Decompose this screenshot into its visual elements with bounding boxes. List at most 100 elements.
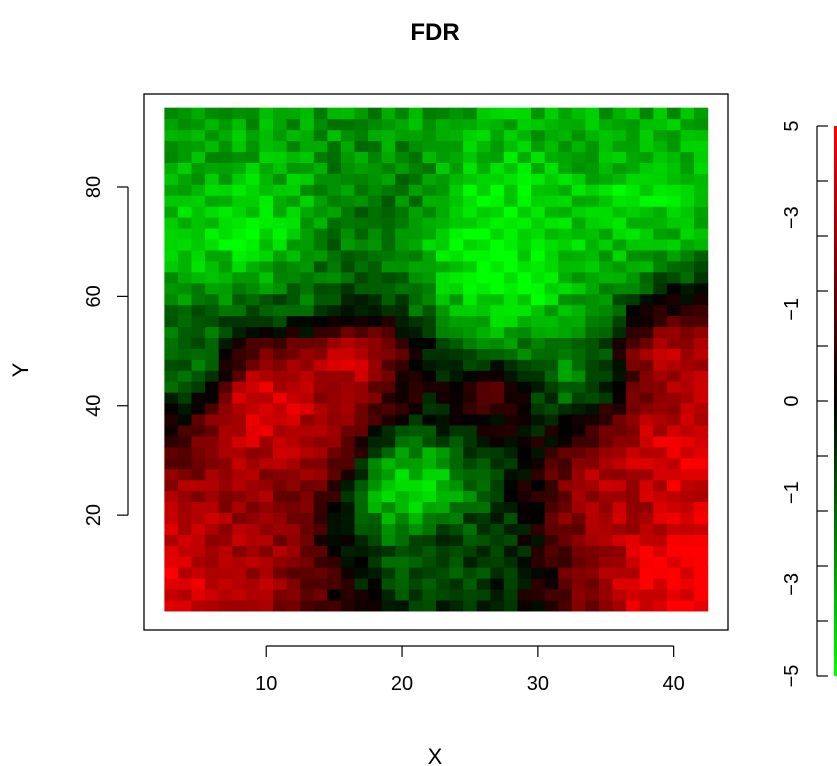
heatmap-cell [463,457,478,470]
heatmap-cell [286,567,301,579]
heatmap-cell [205,228,220,240]
heatmap-cell [517,293,532,306]
heatmap-cell [354,567,369,579]
heatmap-cell [245,490,261,503]
heatmap-cell [626,588,641,601]
heatmap-cell [449,249,464,262]
heatmap-cell [544,217,559,229]
heatmap-cell [585,228,600,240]
heatmap-cell [436,206,451,218]
heatmap-cell [612,217,627,229]
heatmap-cell [408,457,424,470]
heatmap-cell [395,118,410,131]
heatmap-cell [273,392,288,404]
heatmap-cell [503,424,519,437]
heatmap-cell [490,578,505,590]
heatmap-cell [490,413,505,426]
heatmap-cell [259,523,274,535]
heatmap-cell [286,315,301,328]
heatmap-cell [490,588,505,601]
heatmap-cell [327,446,342,459]
heatmap-cell [205,293,220,306]
heatmap-cell [517,260,532,273]
heatmap-cell [544,424,559,437]
heatmap-cell [598,140,614,153]
heatmap-cell [395,392,410,404]
heatmap-cell [368,534,383,546]
heatmap-cell [191,337,206,349]
heatmap-cell [177,162,193,174]
heatmap-cell [558,545,573,557]
heatmap-cell [639,523,654,535]
heatmap-cell [694,534,709,546]
heatmap-cell [639,293,654,306]
heatmap-cell [300,140,315,153]
heatmap-cell [490,468,505,481]
heatmap-cell [694,162,709,174]
heatmap-cell [354,588,369,601]
heatmap-cell [531,151,546,163]
heatmap-cell [164,413,179,426]
heatmap-cell [191,534,206,546]
heatmap-cell [463,479,478,492]
heatmap-cell [340,238,356,251]
heatmap-cell [395,315,410,328]
heatmap-cell [598,184,614,196]
heatmap-cell [259,315,274,328]
heatmap-cell [422,534,437,546]
heatmap-cell [313,490,328,503]
heatmap-cell [558,304,573,317]
heatmap-cell [327,162,342,174]
heatmap-cell [476,490,491,503]
heatmap-cell [626,468,641,481]
heatmap-cell [436,348,451,360]
heatmap-cell [585,151,600,163]
heatmap-cell [571,490,586,503]
legend-tick-label: −1 [781,298,803,321]
heatmap-cell [503,578,519,590]
heatmap-cell [463,162,478,174]
heatmap-cell [205,578,220,590]
heatmap-cell [259,446,274,459]
heatmap-cell [585,206,600,218]
heatmap-cell [205,184,220,196]
heatmap-cell [205,107,220,120]
heatmap-cell [598,479,614,492]
heatmap-cell [368,293,383,306]
heatmap-cell [340,534,356,546]
heatmap-cell [544,228,559,240]
heatmap-cell [381,556,396,568]
heatmap-cell [205,512,220,524]
heatmap-cell [286,403,301,415]
heatmap-cell [436,293,451,306]
heatmap-cell [340,107,356,120]
heatmap-cell [408,140,424,153]
heatmap-cell [408,238,424,251]
heatmap-cell [517,315,532,328]
heatmap-cell [449,184,464,196]
heatmap-cell [340,599,356,612]
heatmap-cell [313,304,328,317]
heatmap-cell [436,501,451,514]
heatmap-cell [531,195,546,207]
heatmap-cell [422,370,437,382]
heatmap-cell [395,523,410,535]
heatmap-cell [395,348,410,360]
heatmap-cell [205,501,220,514]
heatmap-cell [205,271,220,284]
heatmap-cell [612,490,627,503]
heatmap-cell [340,424,356,437]
heatmap-cell [571,293,586,306]
heatmap-cell [476,140,491,153]
heatmap-cell [666,282,682,295]
heatmap-cell [205,403,220,415]
heatmap-cell [436,173,451,185]
heatmap-cell [558,534,573,546]
heatmap-cell [585,381,600,393]
heatmap-cell [232,381,247,393]
heatmap-cell [571,140,586,153]
heatmap-cell [286,556,301,568]
heatmap-cell [422,403,437,415]
heatmap-cell [517,468,532,481]
heatmap-cell [585,392,600,404]
